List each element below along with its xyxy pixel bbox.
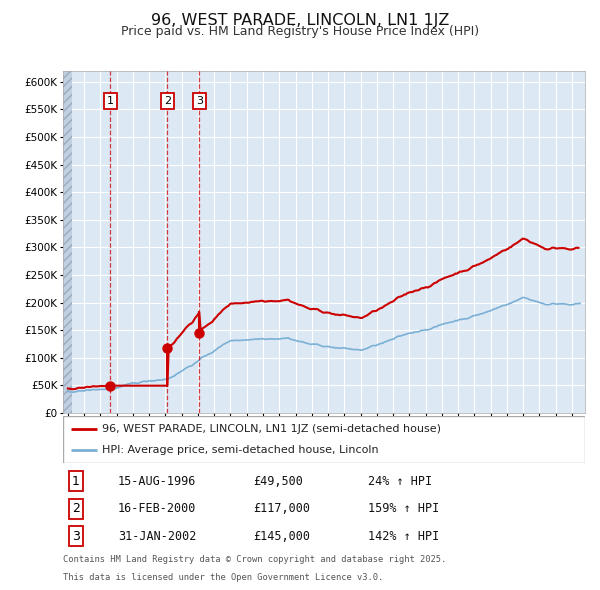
Text: 96, WEST PARADE, LINCOLN, LN1 1JZ (semi-detached house): 96, WEST PARADE, LINCOLN, LN1 1JZ (semi-… (102, 424, 441, 434)
Text: 24% ↑ HPI: 24% ↑ HPI (368, 475, 433, 488)
Text: £117,000: £117,000 (254, 502, 311, 516)
Text: 2: 2 (164, 96, 171, 106)
Text: Price paid vs. HM Land Registry's House Price Index (HPI): Price paid vs. HM Land Registry's House … (121, 25, 479, 38)
Text: 31-JAN-2002: 31-JAN-2002 (118, 530, 196, 543)
Text: 3: 3 (196, 96, 203, 106)
Text: Contains HM Land Registry data © Crown copyright and database right 2025.: Contains HM Land Registry data © Crown c… (63, 555, 446, 564)
Text: 1: 1 (72, 475, 80, 488)
Text: 2: 2 (72, 502, 80, 516)
Text: 15-AUG-1996: 15-AUG-1996 (118, 475, 196, 488)
Text: 16-FEB-2000: 16-FEB-2000 (118, 502, 196, 516)
Text: £145,000: £145,000 (254, 530, 311, 543)
Text: HPI: Average price, semi-detached house, Lincoln: HPI: Average price, semi-detached house,… (102, 445, 379, 455)
Text: 96, WEST PARADE, LINCOLN, LN1 1JZ: 96, WEST PARADE, LINCOLN, LN1 1JZ (151, 13, 449, 28)
Text: 159% ↑ HPI: 159% ↑ HPI (368, 502, 440, 516)
Text: 1: 1 (107, 96, 114, 106)
Text: This data is licensed under the Open Government Licence v3.0.: This data is licensed under the Open Gov… (63, 573, 383, 582)
Text: 3: 3 (72, 530, 80, 543)
Text: 142% ↑ HPI: 142% ↑ HPI (368, 530, 440, 543)
Text: £49,500: £49,500 (254, 475, 304, 488)
